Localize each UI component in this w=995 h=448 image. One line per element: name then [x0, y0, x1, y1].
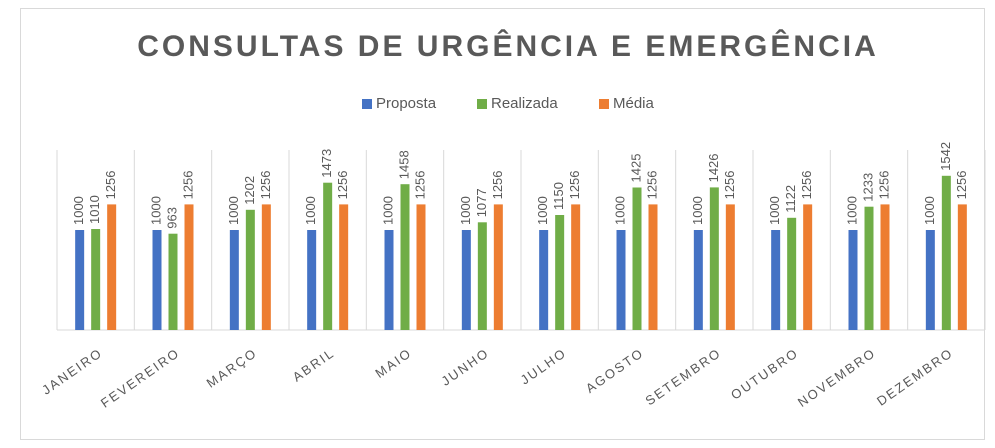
bar — [632, 187, 642, 330]
value-label: 1000 — [380, 196, 395, 225]
bar — [571, 204, 581, 330]
value-label: 1426 — [706, 153, 721, 182]
value-label: 1256 — [799, 170, 814, 199]
value-label: 1000 — [690, 196, 705, 225]
value-label: 1000 — [922, 196, 937, 225]
legend-label: Média — [613, 95, 655, 112]
bar — [107, 204, 117, 330]
value-label: 1122 — [783, 185, 798, 213]
bar — [880, 204, 890, 330]
value-label: 1000 — [303, 196, 318, 225]
value-label: 1000 — [535, 196, 550, 225]
bar — [400, 184, 410, 330]
bar — [416, 204, 426, 330]
value-label: 1202 — [242, 176, 257, 205]
bar — [957, 204, 967, 330]
bar — [91, 229, 101, 330]
value-label: 1256 — [876, 170, 891, 199]
bar — [229, 230, 239, 330]
value-label: 1256 — [335, 170, 350, 199]
legend-label: Proposta — [376, 95, 437, 112]
value-label: 1256 — [103, 170, 118, 199]
value-label: 963 — [164, 207, 179, 229]
legend-swatch — [362, 99, 372, 109]
bar — [925, 230, 935, 330]
bar — [184, 204, 194, 330]
bar — [245, 209, 255, 330]
bar — [803, 204, 813, 330]
bar — [75, 230, 85, 330]
bar — [709, 187, 719, 330]
value-label: 1458 — [396, 150, 411, 179]
value-label: 1077 — [474, 188, 489, 217]
bar — [941, 175, 951, 330]
value-label: 1000 — [767, 196, 782, 225]
bar — [771, 230, 781, 330]
bar — [339, 204, 349, 330]
value-label: 1542 — [938, 142, 953, 171]
bar — [725, 204, 735, 330]
bar — [384, 230, 394, 330]
bar — [477, 222, 487, 330]
value-label: 1256 — [180, 170, 195, 199]
bar — [616, 230, 626, 330]
bar — [555, 215, 565, 330]
value-label: 1000 — [458, 196, 473, 225]
value-label: 1425 — [628, 154, 643, 183]
bar — [864, 206, 874, 330]
value-label: 1010 — [87, 195, 102, 224]
value-label: 1473 — [319, 149, 334, 178]
bar — [493, 204, 503, 330]
chart-title: CONSULTAS DE URGÊNCIA E EMERGÊNCIA — [137, 29, 878, 63]
bar — [693, 230, 703, 330]
bar — [261, 204, 271, 330]
bar — [539, 230, 549, 330]
value-label: 1256 — [258, 170, 273, 199]
value-label: 1256 — [490, 170, 505, 199]
bar — [152, 230, 162, 330]
value-label: 1256 — [644, 170, 659, 199]
legend-label: Realizada — [491, 95, 558, 112]
value-label: 1000 — [148, 196, 163, 225]
value-label: 1256 — [954, 170, 969, 199]
bar — [787, 217, 797, 330]
value-label: 1256 — [567, 170, 582, 199]
bar — [323, 182, 333, 330]
value-label: 1000 — [226, 196, 241, 225]
bar — [307, 230, 317, 330]
value-label: 1233 — [860, 173, 875, 202]
value-label: 1256 — [722, 170, 737, 199]
legend-swatch — [599, 99, 609, 109]
value-label: 1000 — [844, 196, 859, 225]
bar — [848, 230, 858, 330]
bar — [461, 230, 471, 330]
legend-swatch — [477, 99, 487, 109]
bar — [168, 233, 178, 330]
value-label: 1256 — [412, 170, 427, 199]
value-label: 1000 — [612, 196, 627, 225]
bar — [648, 204, 658, 330]
value-label: 1000 — [71, 196, 86, 225]
value-label: 1150 — [551, 182, 566, 210]
